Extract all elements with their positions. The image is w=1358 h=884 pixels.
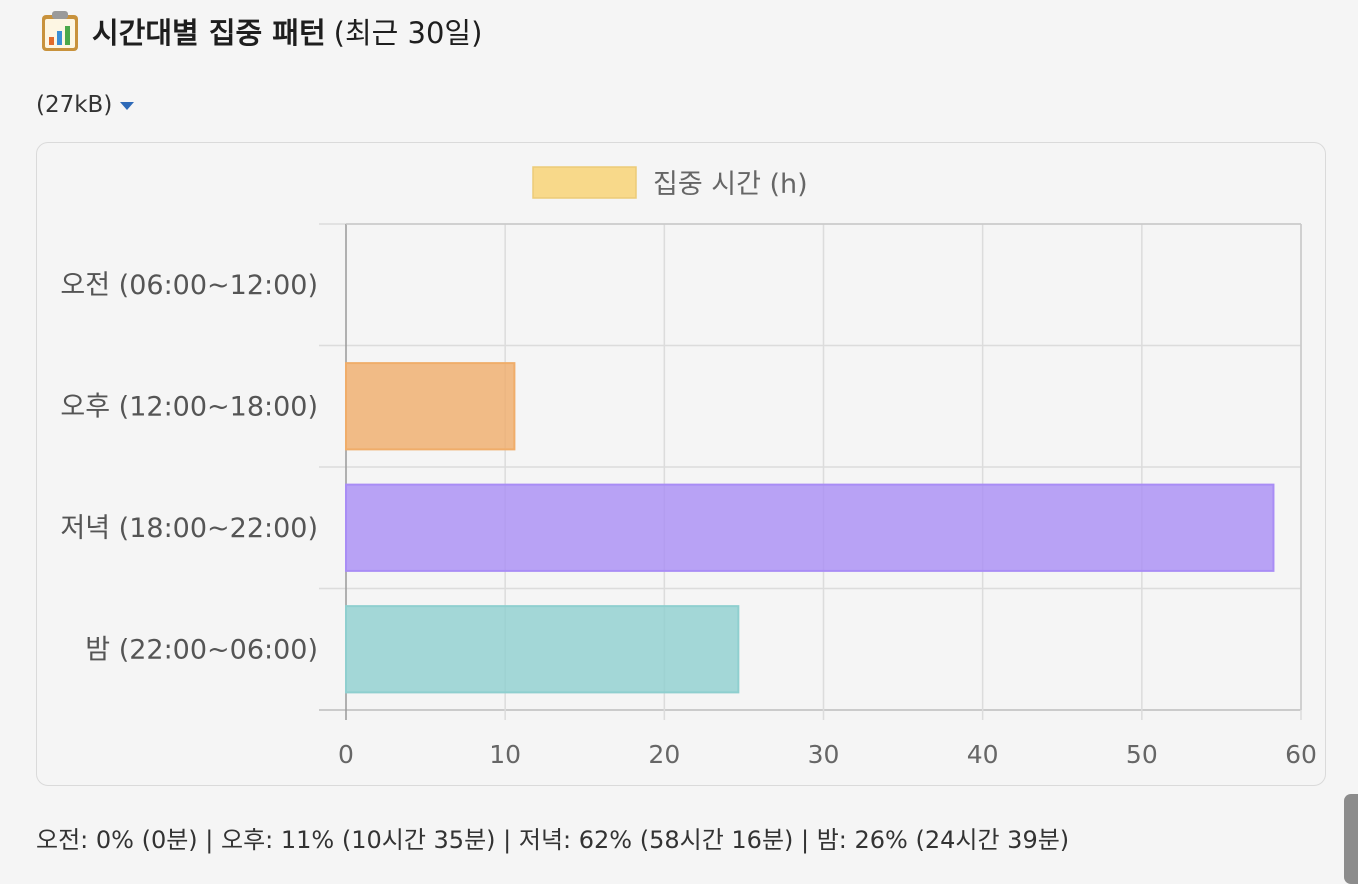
page-subtitle: (최근 30일) (333, 16, 483, 50)
category-label: 오후 (12:00~18:00) (60, 391, 318, 422)
x-tick-label: 20 (648, 740, 680, 769)
legend-label: 집중 시간 (h) (653, 169, 808, 200)
chart-card: 0 10 20 30 40 50 60 오전 (06:00~12:00) 오후 (12:00~1… (36, 142, 1326, 786)
bar-chart: 0 10 20 30 40 50 60 오전 (06:00~12:00) 오후 (12:00~1… (60, 166, 1317, 769)
summary-text: 오전: 0% (0분) | 오후: 11% (10시간 35분) | 저녁: 6… (36, 826, 1070, 854)
category-label: 오전 (06:00~12:00) (60, 270, 318, 301)
caret-down-icon[interactable] (120, 102, 135, 110)
category-label: 저녁 (18:00~22:00) (60, 513, 318, 544)
x-tick-label: 40 (967, 740, 999, 769)
attachment-size-row[interactable]: (27kB) (36, 92, 135, 118)
x-tick-label: 0 (338, 740, 354, 769)
page-title: 시간대별 집중 패턴 (92, 16, 326, 50)
bar (345, 483, 1275, 572)
attachment-size: (27kB) (36, 92, 113, 118)
legend-swatch (532, 166, 637, 199)
bar (345, 362, 516, 451)
bar-chart-clipboard-icon (42, 11, 78, 51)
x-tick-label: 60 (1285, 740, 1317, 769)
x-tick-label: 10 (489, 740, 521, 769)
bar (345, 605, 740, 694)
x-tick-label: 30 (808, 740, 840, 769)
scrollbar[interactable] (1344, 794, 1358, 884)
category-label: 밤 (22:00~06:00) (85, 634, 318, 665)
x-tick-label: 50 (1126, 740, 1158, 769)
heading: 시간대별 집중 패턴 (최근 30일) (38, 8, 482, 54)
